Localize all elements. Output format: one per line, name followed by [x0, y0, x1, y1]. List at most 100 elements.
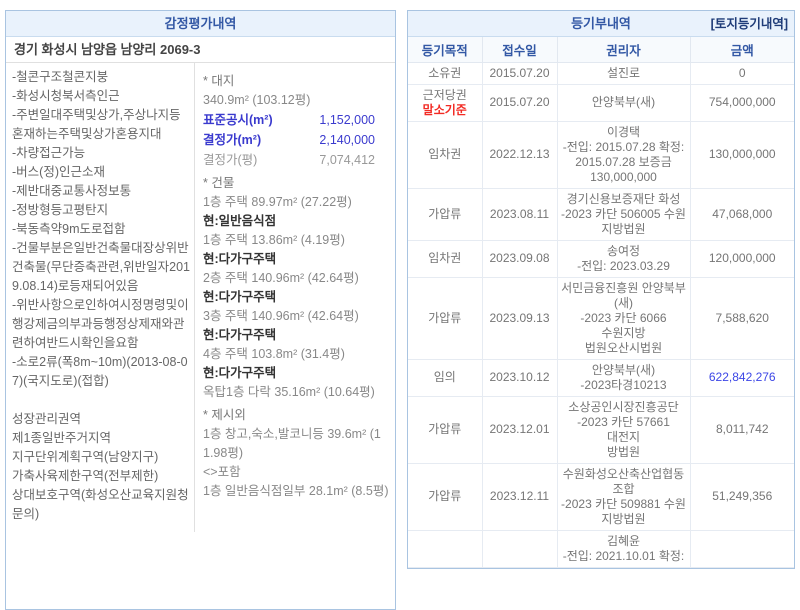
registry-cell-amount: 120,000,000: [689, 239, 794, 278]
registry-cell-amount: 754,000,000: [689, 83, 794, 122]
registry-cell-date: 2023.08.11: [481, 187, 558, 241]
registry-cell-purpose: 가압류: [408, 395, 483, 464]
remark-spacer: [12, 391, 191, 410]
valuation-text-line: 2층 주택 140.96m² (42.64평): [203, 271, 359, 285]
valuation-kv-row: 표준공시(m²) 1,152,000: [203, 110, 389, 130]
registry-cell-purpose: 임차권: [408, 239, 483, 278]
valuation-value: 1,152,000: [319, 113, 375, 127]
registry-cell-holder: 이경택 -전입: 2015.07.28 확정: 2015.07.28 보증금 130,…: [556, 120, 691, 189]
registry-cell-purpose: 임의: [408, 358, 483, 397]
registry-cell-holder: 안양북부(새): [556, 83, 691, 122]
remark-line: -위반사항으로인하여시정명령및이행강제금의부과등행정상제재와관련하여반드시확인을…: [12, 298, 189, 350]
valuation-bold-line: 현:다가구주택: [203, 290, 277, 304]
registry-row: 근저당권 말소기준 2015.07.20 안양북부(새) 754,000,000: [408, 83, 794, 122]
appraisal-remarks-list: -철콘구조철콘지붕 -화성시청북서측인근 -주변일대주택및상가,주상나지등혼재하는주…: [6, 63, 195, 532]
registry-cell-purpose: 소유권: [408, 62, 483, 85]
registry-row: 김혜윤 -전입: 2021.10.01 확정:: [408, 529, 794, 568]
registry-column-header: 권리자: [556, 37, 691, 63]
registry-table: 등기목적 접수일 권리자 금액 소유권 2015.07.20 설진로 0 근저당권 말소…: [408, 37, 794, 568]
valuation-bold-line: 현:일반음식점: [203, 214, 277, 228]
registry-cell-purpose: 임차권: [408, 120, 483, 189]
valuation-text-line: <>포함: [203, 465, 241, 479]
valuation-label: 결정가(m²): [203, 133, 262, 147]
registry-row: 임차권 2023.09.08 송여정 -전입: 2023.03.29 120,00…: [408, 239, 794, 278]
valuation-heading-line: * 대지: [203, 74, 235, 88]
zoning-line: 지구단위계획구역(남양지구): [12, 450, 159, 464]
appraisal-valuation-list: * 대지 340.9m² (103.12평) 표준공시(m²) 1,152,000 결정…: [195, 63, 395, 532]
registry-cell-amount: 47,068,000: [689, 187, 794, 241]
valuation-text-line: 옥탑1층 다락 35.16m² (10.64평): [203, 385, 375, 399]
registry-cell-amount: 0: [689, 62, 794, 85]
registry-cell-date: 2023.12.11: [481, 462, 558, 531]
registry-cell-date: 2023.10.12: [481, 358, 558, 397]
zoning-line: 상대보호구역(화성오산교육지원청문의): [12, 488, 189, 521]
valuation-label: 표준공시(m²): [203, 113, 273, 127]
land-registry-link[interactable]: [토지등기내역]: [710, 17, 788, 31]
zoning-line: 성장관리권역: [12, 412, 82, 426]
valuation-text-line: 1층 주택 13.86m² (4.19평): [203, 233, 345, 247]
registry-cell-holder: 안양북부(새) -2023타경10213: [556, 358, 691, 397]
valuation-heading-line: * 제시외: [203, 408, 246, 422]
registry-cell-holder: 송여정 -전입: 2023.03.29: [556, 239, 691, 278]
valuation-kv-row: 결정가(평) 7,074,412: [203, 150, 389, 170]
registry-row: 임차권 2022.12.13 이경택 -전입: 2015.07.28 확정: 201…: [408, 120, 794, 189]
registry-panel-title: 등기부내역: [571, 16, 631, 31]
valuation-bold-line: 현:다가구주택: [203, 252, 277, 266]
cancellation-base-label: 말소기준: [422, 102, 467, 117]
valuation-text-line: 1층 일반음식점일부 28.1m² (8.5평): [203, 484, 389, 498]
remark-line: -제반대중교통사정보통: [12, 184, 132, 198]
registry-cell-date: 2023.12.01: [481, 395, 558, 464]
valuation-bold-line: 현:다가구주택: [203, 366, 277, 380]
registry-cell-amount: 622,842,276: [689, 358, 794, 397]
registry-cell-date: 2022.12.13: [481, 120, 558, 189]
remark-line: -정방형등고평탄지: [12, 203, 109, 217]
valuation-text-line: 340.9m² (103.12평): [203, 93, 311, 107]
registry-cell-holder: 수원화성오산축산업협동 조합 -2023 카단 509881 수원 지방법원: [556, 462, 691, 531]
registry-row: 소유권 2015.07.20 설진로 0: [408, 62, 794, 85]
registry-cell-date: 2015.07.20: [481, 83, 558, 122]
zoning-line: 가축사육제한구역(전부제한): [12, 469, 159, 483]
registry-cell-holder: 설진로: [556, 62, 691, 85]
registry-cell-holder: 서민금융진흥원 안양북부 (새) -2023 카단 6066 수원지방 법원오산시법원: [556, 276, 691, 360]
valuation-value: 2,140,000: [319, 133, 375, 147]
registry-cell-purpose: 근저당권 말소기준: [408, 83, 483, 122]
registry-cell-date: [481, 529, 558, 568]
registry-panel-header: 등기부내역 [토지등기내역]: [408, 11, 794, 37]
registry-cell-date: 2015.07.20: [481, 62, 558, 85]
remark-line: -북동측약9m도로접함: [12, 222, 126, 236]
registry-cell-holder: 소상공인시장진흥공단 -2023 카단 57661 대전지 방법원: [556, 395, 691, 464]
registry-cell-holder: 경기신용보증재단 화성 -2023 카단 506005 수원 지방법원: [556, 187, 691, 241]
registry-cell-date: 2023.09.08: [481, 239, 558, 278]
valuation-text-line: 3층 주택 140.96m² (42.64평): [203, 309, 359, 323]
appraisal-panel-title: 감정평가내역: [164, 16, 237, 31]
remark-line: -건물부분은일반건축물대장상위반건축물(무단증축관련,위반일자2019.08.1…: [12, 241, 190, 293]
registry-cell-purpose: [408, 529, 483, 568]
registry-cell-amount: 8,011,742: [689, 395, 794, 464]
auction-detail-page: { "colors": { "header_bg": "#e9f2fc", "h…: [5, 10, 795, 610]
remark-line: -소로2류(폭8m~10m)(2013-08-07)(국지도로)(접합): [12, 355, 188, 388]
registry-cell-purpose: 가압류: [408, 187, 483, 241]
remark-line: -차량접근가능: [12, 146, 86, 160]
registry-column-header: 금액: [689, 37, 794, 63]
appraisal-panel: 감정평가내역 경기 화성시 남양읍 남양리 2069-3 -철콘구조철콘지붕 -화…: [5, 10, 396, 610]
appraisal-panel-header: 감정평가내역: [6, 11, 395, 37]
registry-cell-amount: 130,000,000: [689, 120, 794, 189]
valuation-kv-row: 결정가(m²) 2,140,000: [203, 130, 389, 150]
valuation-heading-line: * 건물: [203, 176, 235, 190]
registry-cell-holder: 김혜윤 -전입: 2021.10.01 확정:: [556, 529, 691, 568]
registry-cell-purpose: 가압류: [408, 462, 483, 531]
valuation-text-line: 4층 주택 103.8m² (31.4평): [203, 347, 345, 361]
appraisal-content: -철콘구조철콘지붕 -화성시청북서측인근 -주변일대주택및상가,주상나지등혼재하는주…: [6, 63, 395, 532]
registry-column-header: 등기목적: [408, 37, 483, 63]
registry-table-header-row: 등기목적 접수일 권리자 금액: [408, 37, 794, 63]
remark-line: -주변일대주택및상가,주상나지등혼재하는주택및상가혼용지대: [12, 108, 181, 141]
valuation-value: 7,074,412: [319, 153, 375, 167]
registry-cell-amount: 7,588,620: [689, 276, 794, 360]
remark-line: -철콘구조철콘지붕: [12, 70, 109, 84]
valuation-text-line: 1층 주택 89.97m² (27.22평): [203, 195, 352, 209]
valuation-text-line: 1층 창고,숙소,발코니등 39.6m² (11.98평): [203, 427, 381, 460]
remark-line: -버스(정)인근소재: [12, 165, 105, 179]
zoning-line: 제1종일반주거지역: [12, 431, 111, 445]
valuation-label: 결정가(평): [203, 153, 258, 167]
registry-row: 가압류 2023.12.01 소상공인시장진흥공단 -2023 카단 57661 …: [408, 395, 794, 464]
